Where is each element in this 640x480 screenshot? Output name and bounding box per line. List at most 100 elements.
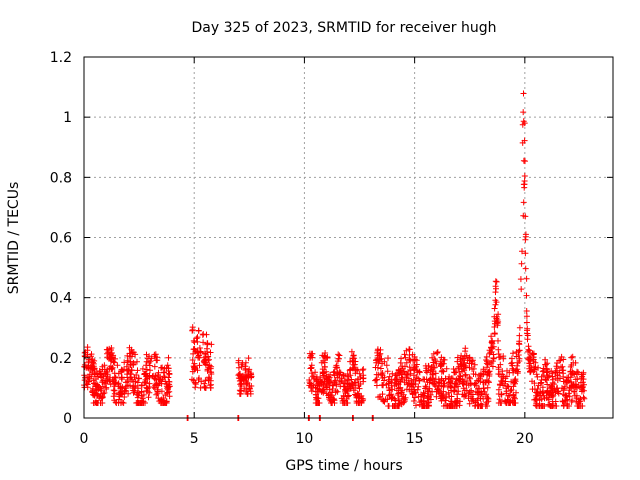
data-point <box>89 385 96 392</box>
data-point <box>339 398 346 404</box>
data-point <box>575 383 582 390</box>
data-point <box>323 376 330 383</box>
data-point <box>242 365 249 372</box>
data-point <box>356 370 363 377</box>
data-point <box>552 369 559 376</box>
data-point <box>483 353 490 360</box>
y-axis-label: SRMTID / TECUs <box>6 182 22 295</box>
data-point <box>429 354 436 361</box>
tick-labels: 0 0.2 0.4 0.6 0.8 1 1.2 0 5 10 15 20 <box>50 50 534 447</box>
data-point <box>89 388 96 395</box>
data-point <box>540 389 547 396</box>
data-point <box>139 365 146 372</box>
data-point <box>429 371 436 378</box>
data-point <box>581 395 588 402</box>
data-point <box>402 354 409 361</box>
data-point <box>469 395 476 402</box>
data-point <box>546 372 553 379</box>
data-point <box>147 367 153 374</box>
data-point <box>517 276 524 283</box>
data-point <box>418 398 425 405</box>
data-point <box>335 371 342 378</box>
data-point <box>498 391 505 398</box>
data-point <box>430 380 437 387</box>
data-point <box>399 363 406 370</box>
data-point <box>489 363 496 370</box>
data-point <box>451 380 458 387</box>
data-point <box>310 381 317 388</box>
data-point <box>145 394 152 401</box>
data-point <box>558 353 565 360</box>
data-point <box>448 393 455 400</box>
data-point <box>242 359 249 366</box>
data-point <box>202 353 209 360</box>
data-point <box>480 366 487 373</box>
data-point <box>143 358 150 365</box>
data-point <box>116 396 122 403</box>
data-point <box>504 383 511 390</box>
data-point <box>84 364 91 371</box>
data-point <box>431 364 438 371</box>
data-point <box>468 358 475 365</box>
data-point <box>193 348 200 355</box>
data-point <box>555 388 562 395</box>
data-point <box>161 373 168 380</box>
data-point <box>153 381 160 388</box>
data-point <box>121 359 128 366</box>
data-point <box>516 340 522 347</box>
data-point <box>549 387 556 394</box>
data-point <box>129 349 136 356</box>
data-point <box>204 367 211 374</box>
y-tick-label: 0.4 <box>50 291 72 307</box>
data-point <box>564 403 570 409</box>
data-point <box>356 385 363 392</box>
data-point <box>106 345 113 352</box>
data-point <box>510 350 516 357</box>
data-point <box>460 365 467 372</box>
data-point <box>462 371 469 378</box>
plot-frame <box>83 56 614 419</box>
data-point <box>147 358 154 365</box>
data-point <box>85 359 92 366</box>
data-point <box>154 357 161 364</box>
data-point <box>566 384 573 391</box>
data-point <box>160 400 167 406</box>
data-point <box>101 362 108 369</box>
data-point <box>91 389 98 396</box>
data-point <box>349 365 356 372</box>
data-point <box>314 376 320 382</box>
data-point <box>421 394 427 401</box>
data-point <box>139 395 146 402</box>
data-point <box>415 383 422 390</box>
data-point <box>510 383 517 390</box>
data-point <box>385 355 391 362</box>
data-point <box>508 355 515 362</box>
data-point <box>570 359 577 366</box>
data-point <box>111 370 118 377</box>
data-point <box>111 387 118 394</box>
data-point <box>307 354 313 361</box>
data-point <box>360 366 367 373</box>
data-point <box>473 382 480 389</box>
data-point <box>433 393 440 400</box>
data-point <box>90 380 97 387</box>
data-point <box>190 337 197 344</box>
data-point <box>88 353 94 360</box>
data-point <box>340 392 347 399</box>
data-point <box>450 366 457 372</box>
data-point <box>401 351 408 358</box>
data-point <box>143 362 149 369</box>
data-point <box>500 353 507 360</box>
data-point <box>248 383 255 389</box>
data-point <box>451 387 457 394</box>
data-point <box>448 384 455 391</box>
data-point <box>496 396 503 403</box>
data-point <box>124 382 131 389</box>
data-point <box>208 371 215 377</box>
data-point <box>138 389 145 396</box>
x-tick-label: 20 <box>516 431 534 447</box>
data-point <box>189 357 196 363</box>
data-point <box>535 382 542 389</box>
data-point <box>491 305 498 312</box>
data-point <box>422 383 429 390</box>
